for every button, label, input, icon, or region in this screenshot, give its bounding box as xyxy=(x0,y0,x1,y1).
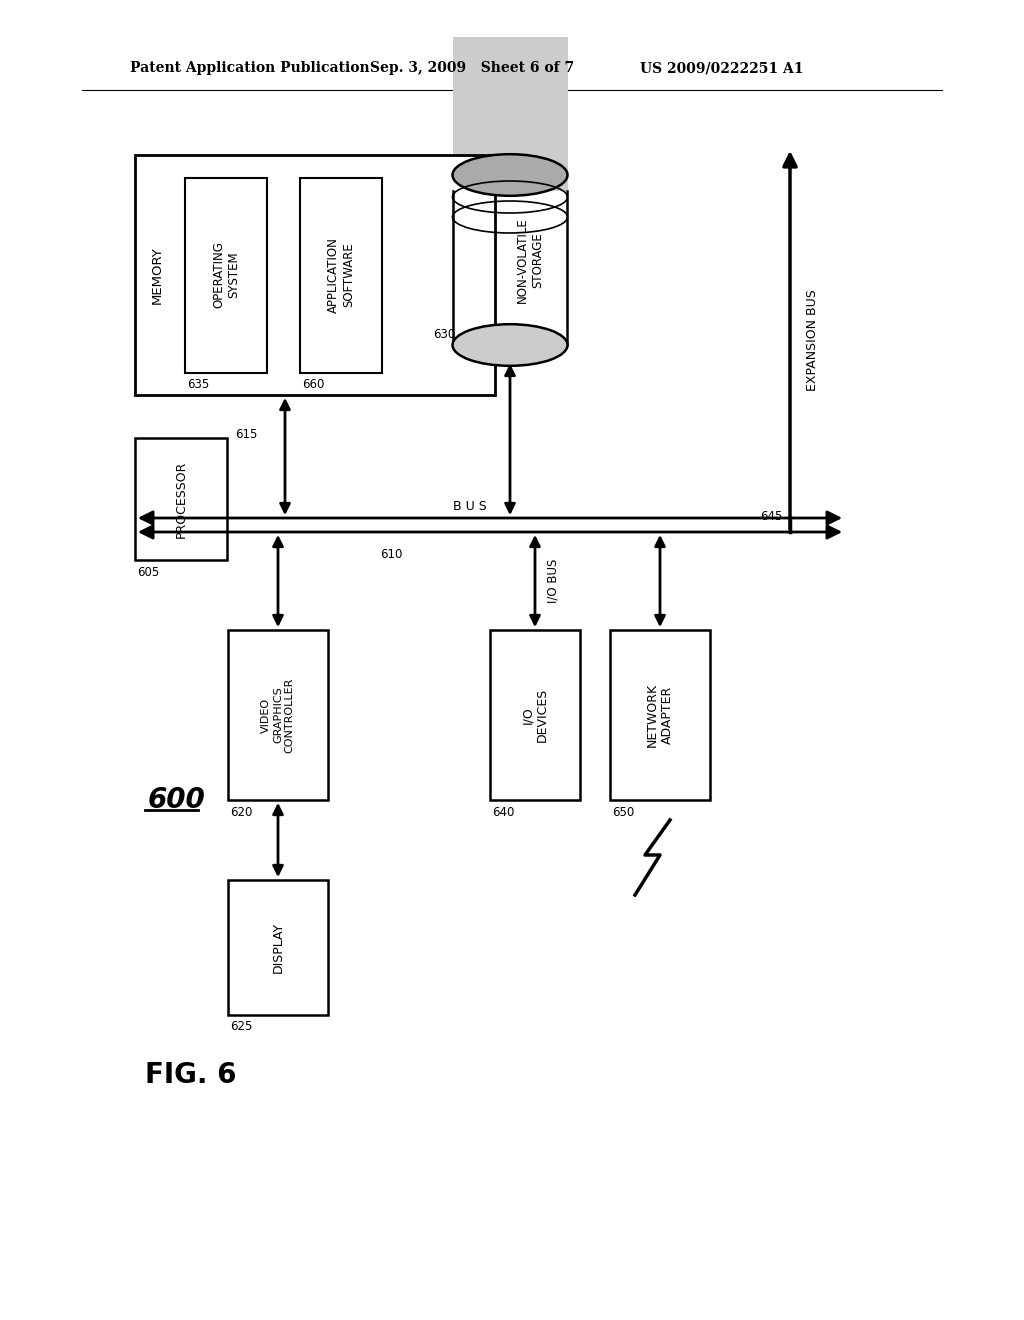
Text: 605: 605 xyxy=(137,565,160,578)
Text: PROCESSOR: PROCESSOR xyxy=(174,461,187,537)
Text: 600: 600 xyxy=(148,785,206,814)
Text: VIDEO
GRAPHICS
CONTROLLER: VIDEO GRAPHICS CONTROLLER xyxy=(261,677,295,752)
Bar xyxy=(453,37,568,191)
Text: 615: 615 xyxy=(234,429,257,441)
Text: Sep. 3, 2009   Sheet 6 of 7: Sep. 3, 2009 Sheet 6 of 7 xyxy=(370,61,574,75)
Text: FIG. 6: FIG. 6 xyxy=(145,1061,237,1089)
Bar xyxy=(185,178,267,374)
Text: B U S: B U S xyxy=(454,500,486,513)
Text: 640: 640 xyxy=(492,805,514,818)
Text: MEMORY: MEMORY xyxy=(151,246,164,304)
Text: I/O BUS: I/O BUS xyxy=(547,558,559,603)
Text: 635: 635 xyxy=(187,379,209,392)
Text: EXPANSION BUS: EXPANSION BUS xyxy=(806,289,818,391)
Bar xyxy=(228,880,328,1015)
Text: 645: 645 xyxy=(760,511,782,524)
Text: 630: 630 xyxy=(433,329,456,342)
Bar xyxy=(135,154,495,395)
Bar xyxy=(490,630,580,800)
Text: OPERATING
SYSTEM: OPERATING SYSTEM xyxy=(212,242,240,309)
Text: 625: 625 xyxy=(230,1020,252,1034)
Ellipse shape xyxy=(453,325,567,366)
Bar xyxy=(300,178,382,374)
Text: 620: 620 xyxy=(230,805,252,818)
Bar xyxy=(135,438,227,560)
Text: 660: 660 xyxy=(302,379,325,392)
Text: 610: 610 xyxy=(380,549,402,561)
Bar xyxy=(228,630,328,800)
Text: NON-VOLATILE
STORAGE: NON-VOLATILE STORAGE xyxy=(516,216,544,302)
Text: 650: 650 xyxy=(612,805,634,818)
Text: APPLICATION
SOFTWARE: APPLICATION SOFTWARE xyxy=(327,238,355,313)
Text: US 2009/0222251 A1: US 2009/0222251 A1 xyxy=(640,61,804,75)
Text: DISPLAY: DISPLAY xyxy=(271,921,285,973)
Text: NETWORK
ADAPTER: NETWORK ADAPTER xyxy=(646,682,674,747)
Ellipse shape xyxy=(453,154,567,195)
Text: I/O
DEVICES: I/O DEVICES xyxy=(521,688,549,742)
Text: Patent Application Publication: Patent Application Publication xyxy=(130,61,370,75)
Bar xyxy=(610,630,710,800)
